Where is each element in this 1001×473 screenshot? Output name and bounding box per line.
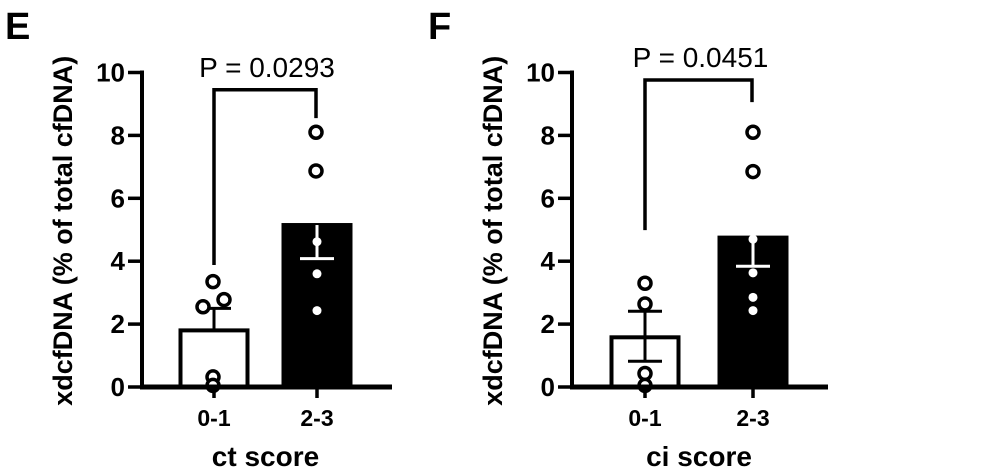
- data-point-dot: [312, 306, 322, 316]
- data-point-open: [195, 299, 211, 315]
- data-point-open: [637, 365, 653, 382]
- data-point-dot: [312, 237, 322, 247]
- y-tick-label: 4: [541, 246, 556, 276]
- significance-bracket: [212, 88, 318, 265]
- data-point-open: [745, 163, 761, 180]
- x-axis-title: ct score: [212, 441, 319, 468]
- data-point-dot: [748, 306, 758, 316]
- data-point-dot: [748, 292, 758, 302]
- p-value-label: P = 0.0293: [199, 52, 335, 83]
- data-point-dot: [748, 268, 758, 278]
- x-category-label: 2-3: [736, 405, 769, 431]
- data-point-open: [637, 296, 653, 312]
- data-point-dot: [748, 234, 758, 244]
- data-point-open: [745, 124, 761, 141]
- y-tick-label: 0: [111, 372, 125, 402]
- p-value-label: P = 0.0451: [633, 42, 769, 73]
- panel-letter: E: [5, 6, 30, 48]
- y-axis-title: xdcfDNA (% of total cfDNA): [48, 56, 78, 406]
- data-point-open: [308, 124, 324, 141]
- y-tick-label: 10: [96, 58, 125, 88]
- data-point-dot: [312, 269, 322, 279]
- y-tick-label: 4: [111, 246, 126, 276]
- data-point-open: [205, 273, 221, 290]
- y-tick-label: 0: [541, 372, 555, 402]
- y-axis-title: xdcfDNA (% of total cfDNA): [478, 56, 508, 406]
- y-tick-label: 6: [541, 183, 555, 213]
- x-axis-title: ci score: [646, 441, 752, 468]
- y-tick-label: 8: [541, 120, 555, 150]
- y-tick-label: 2: [541, 309, 555, 339]
- data-point-open: [216, 291, 232, 308]
- y-tick-label: 8: [111, 120, 125, 150]
- y-tick-label: 10: [526, 58, 555, 88]
- significance-bracket: [643, 78, 754, 231]
- x-category-label: 0-1: [197, 405, 230, 431]
- data-point-open: [308, 163, 324, 179]
- y-tick-label: 6: [111, 183, 125, 213]
- panel-letter: F: [428, 6, 451, 48]
- y-tick-label: 2: [111, 309, 125, 339]
- x-category-label: 0-1: [628, 405, 661, 431]
- data-point-open: [637, 275, 653, 291]
- x-category-label: 2-3: [300, 405, 333, 431]
